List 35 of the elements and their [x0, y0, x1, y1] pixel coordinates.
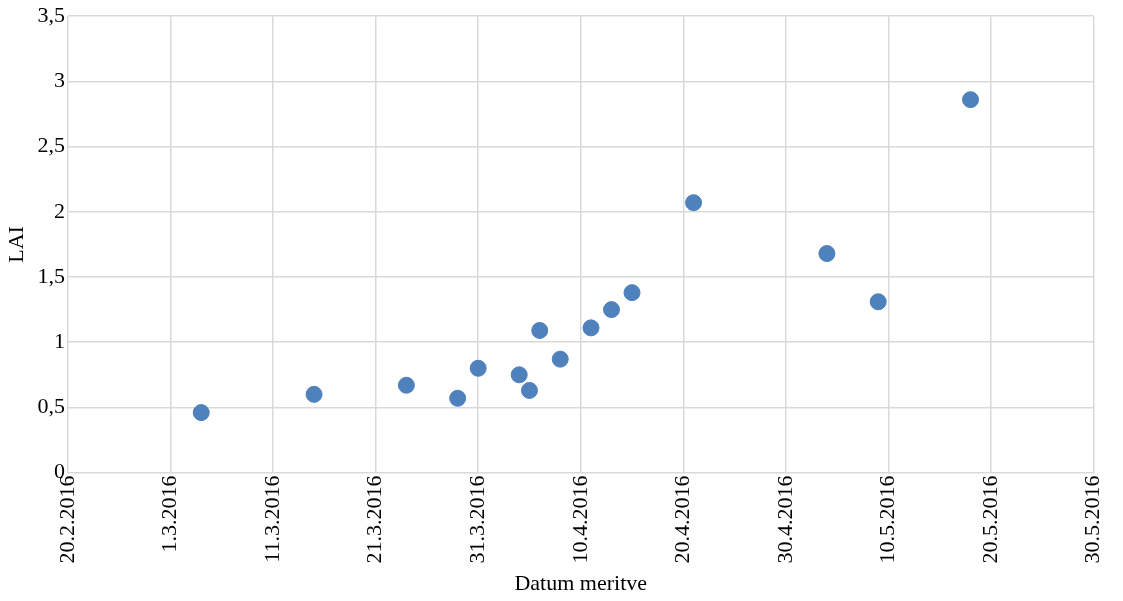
point [510, 366, 528, 384]
x-axis-title: Datum meritve [514, 569, 648, 595]
point [582, 319, 600, 337]
x-tick-label: 30.5.2016 [1079, 475, 1105, 564]
x-tick-label: 10.4.2016 [566, 475, 592, 564]
point [551, 350, 569, 368]
x-tick-label: 20.4.2016 [669, 475, 695, 564]
x-tick-label: 11.3.2016 [258, 475, 284, 563]
y-tick-label: 1 [53, 327, 65, 353]
point [192, 404, 210, 422]
x-tick-label: 1.3.2016 [156, 475, 182, 553]
point [469, 359, 487, 377]
y-tick-label: 1,5 [37, 262, 65, 288]
y-tick-label: 0,5 [37, 393, 65, 419]
point [869, 293, 887, 311]
x-tick-label: 20.5.2016 [976, 475, 1002, 564]
x-tick-label: 10.5.2016 [874, 475, 900, 564]
point [623, 284, 641, 302]
x-tick-label: 31.3.2016 [463, 475, 489, 564]
y-tick-label: 2 [53, 197, 65, 223]
x-tick-label: 30.4.2016 [771, 475, 797, 564]
y-tick-label: 3 [53, 67, 65, 93]
point [531, 321, 549, 339]
point [449, 389, 467, 407]
point [818, 245, 836, 263]
point [962, 91, 980, 109]
point [603, 301, 621, 319]
y-tick-label: 3,5 [37, 1, 65, 27]
y-tick-label: 2,5 [37, 132, 65, 158]
point [305, 385, 323, 403]
point [685, 194, 703, 212]
point [397, 376, 415, 394]
x-tick-label: 21.3.2016 [361, 475, 387, 564]
y-axis-title: LAI [2, 226, 28, 263]
point [520, 381, 538, 399]
